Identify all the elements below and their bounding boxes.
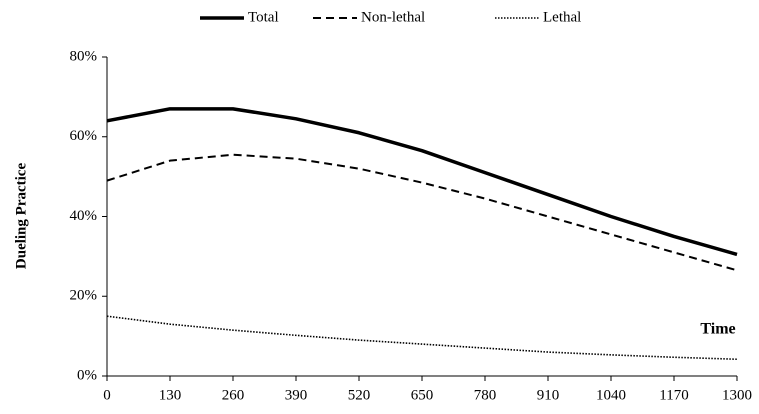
x-tick-label: 130 [159,387,182,403]
y-tick-label: 80% [70,48,98,64]
y-tick-label: 40% [70,208,98,224]
x-tick-label: 1170 [659,387,688,403]
x-tick-label: 1300 [722,387,752,403]
y-axis-title: Dueling Practice [13,163,29,270]
legend-label: Lethal [543,9,581,25]
x-tick-label: 0 [103,387,111,403]
y-tick-label: 20% [70,288,98,304]
x-tick-label: 520 [348,387,371,403]
series-line [106,315,738,361]
x-tick-label: 390 [285,387,308,403]
series-line [106,107,738,257]
x-tick-label: 780 [474,387,497,403]
x-tick-label: 260 [222,387,245,403]
x-tick-label: 910 [537,387,560,403]
series-line [106,153,738,272]
annotation: Time [700,321,735,338]
legend-label: Total [248,9,279,25]
x-tick-label: 1040 [596,387,626,403]
legend-label: Non-lethal [361,9,425,25]
x-tick-label: 650 [411,387,434,403]
y-tick-label: 0% [77,367,97,383]
y-tick-label: 60% [70,128,98,144]
